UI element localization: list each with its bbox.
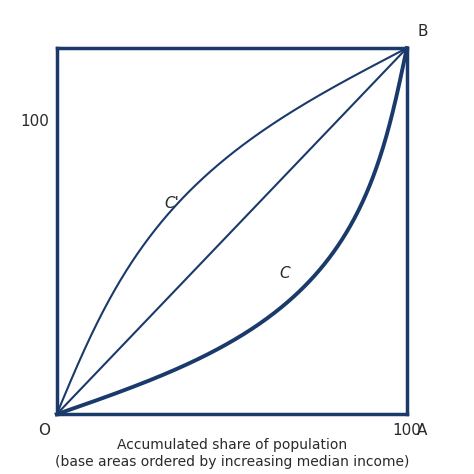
Text: C': C' [165, 196, 180, 211]
Text: A: A [417, 423, 428, 438]
Text: B: B [417, 24, 428, 39]
Text: 100: 100 [392, 423, 421, 438]
Text: O: O [37, 423, 50, 438]
Text: (base areas ordered by increasing median income): (base areas ordered by increasing median… [55, 455, 409, 469]
Text: C: C [279, 266, 290, 281]
Text: Accumulated share of population: Accumulated share of population [117, 438, 347, 452]
Text: 100: 100 [21, 114, 50, 129]
